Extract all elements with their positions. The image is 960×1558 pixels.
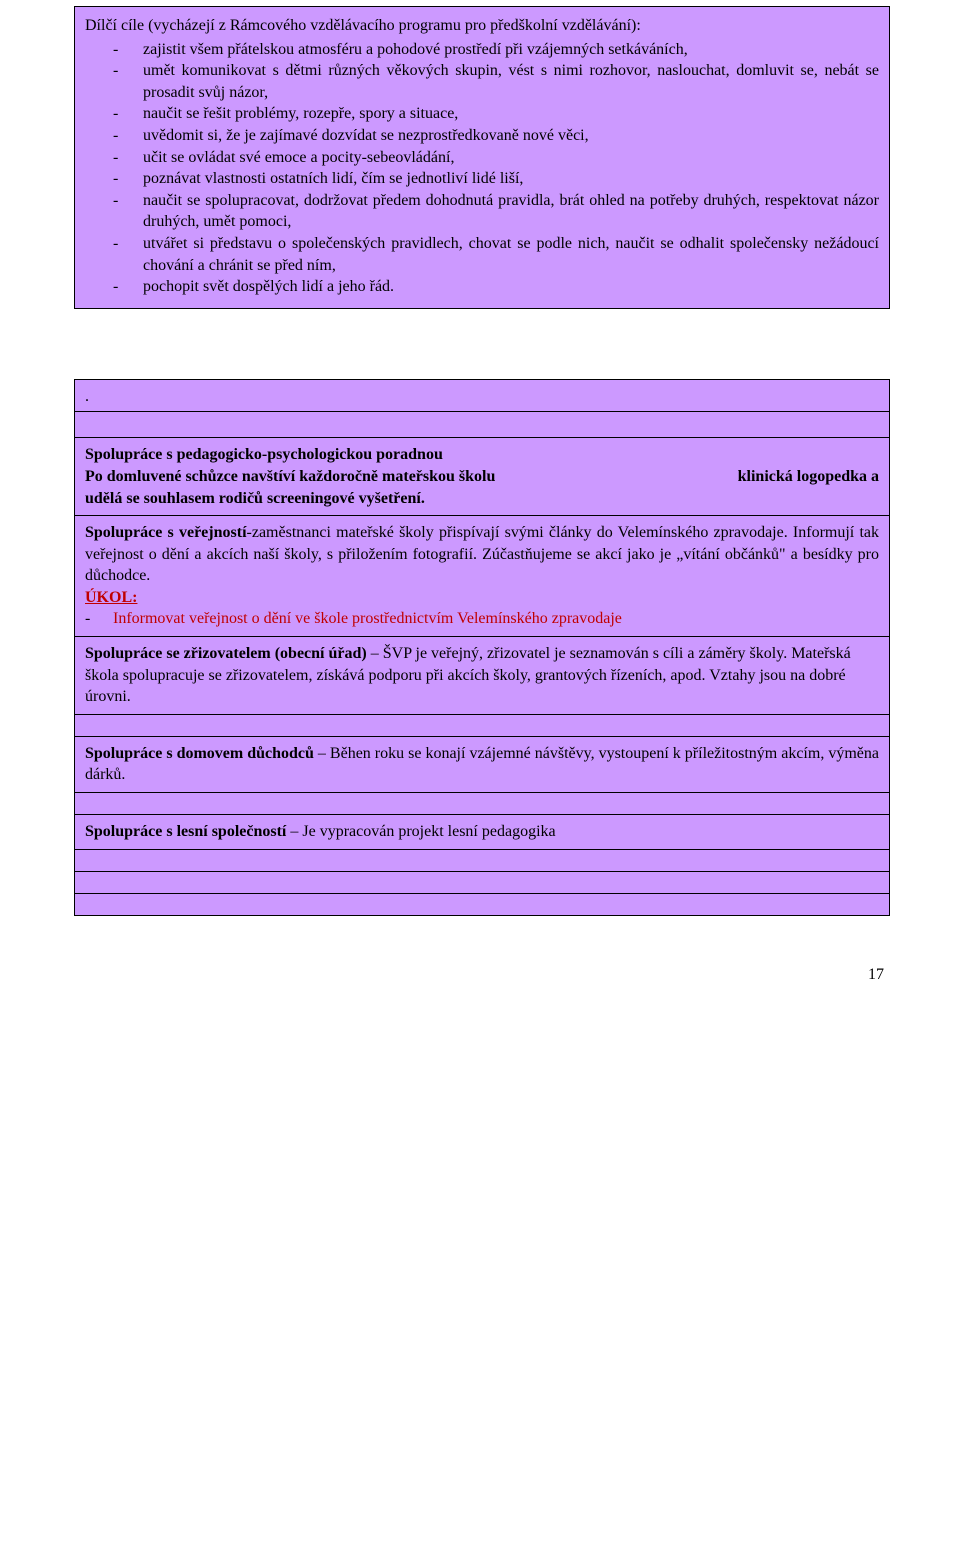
goals-item: poznávat vlastnosti ostatních lidí, čím …	[113, 168, 879, 190]
dot-marker-row: .	[74, 379, 890, 412]
section-verejnost: Spolupráce s veřejností-zaměstnanci mate…	[75, 516, 890, 637]
goals-box: Dílčí cíle (vycházejí z Rámcového vzdělá…	[74, 6, 890, 309]
section-duchodci: Spolupráce s domovem důchodců – Běhen ro…	[75, 736, 890, 792]
page-number: 17	[0, 964, 960, 986]
goals-intro: Dílčí cíle (vycházejí z Rámcového vzdělá…	[85, 15, 879, 37]
empty-row	[75, 793, 890, 815]
empty-row	[75, 849, 890, 871]
zrizovatel-heading: Spolupráce se zřizovatelem (obecní úřad)	[85, 645, 367, 662]
goals-item: umět komunikovat s dětmi různých věkovýc…	[113, 60, 879, 103]
cooperation-table: Spolupráce s pedagogicko-psychologickou …	[74, 411, 890, 915]
duchodci-heading: Spolupráce s domovem důchodců	[85, 745, 314, 762]
section-lesni: Spolupráce s lesní společností – Je vypr…	[75, 815, 890, 850]
lesni-body: – Je vypracován projekt lesní pedagogika	[286, 823, 555, 840]
goals-item: zajistit všem přátelskou atmosféru a poh…	[113, 39, 879, 61]
ppp-line1-left: Po domluvené schůzce navštíví každoročně…	[85, 466, 495, 488]
lesni-heading: Spolupráce s lesní společností	[85, 823, 286, 840]
goals-item: pochopit svět dospělých lidí a jeho řád.	[113, 276, 879, 298]
ukol-item-text: Informovat veřejnost o dění ve škole pro…	[113, 610, 622, 627]
section-ppp: Spolupráce s pedagogicko-psychologickou …	[75, 438, 890, 516]
ppp-heading: Spolupráce s pedagogicko-psychologickou …	[85, 444, 879, 466]
empty-row	[75, 871, 890, 893]
goals-item: uvědomit si, že je zajímavé dozvídat se …	[113, 125, 879, 147]
empty-row	[75, 893, 890, 915]
ppp-line1: Po domluvené schůzce navštíví každoročně…	[85, 466, 879, 488]
goals-item: naučit se spolupracovat, dodržovat přede…	[113, 190, 879, 233]
empty-row	[75, 412, 890, 438]
dot-marker: .	[85, 388, 89, 405]
empty-row	[75, 714, 890, 736]
section-zrizovatel: Spolupráce se zřizovatelem (obecní úřad)…	[75, 637, 890, 715]
ppp-line2: udělá se souhlasem rodičů screeningové v…	[85, 488, 879, 510]
goals-item: utvářet si představu o společenských pra…	[113, 233, 879, 276]
goals-item: učit se ovládat své emoce a pocity-sebeo…	[113, 147, 879, 169]
ppp-line1-right: klinická logopedka a	[738, 466, 879, 488]
goals-item: naučit se řešit problémy, rozepře, spory…	[113, 103, 879, 125]
ukol-item: Informovat veřejnost o dění ve škole pro…	[85, 608, 879, 630]
goals-list: zajistit všem přátelskou atmosféru a poh…	[85, 39, 879, 298]
verejnost-heading: Spolupráce s veřejností	[85, 524, 247, 541]
ukol-label: ÚKOL:	[85, 587, 879, 609]
